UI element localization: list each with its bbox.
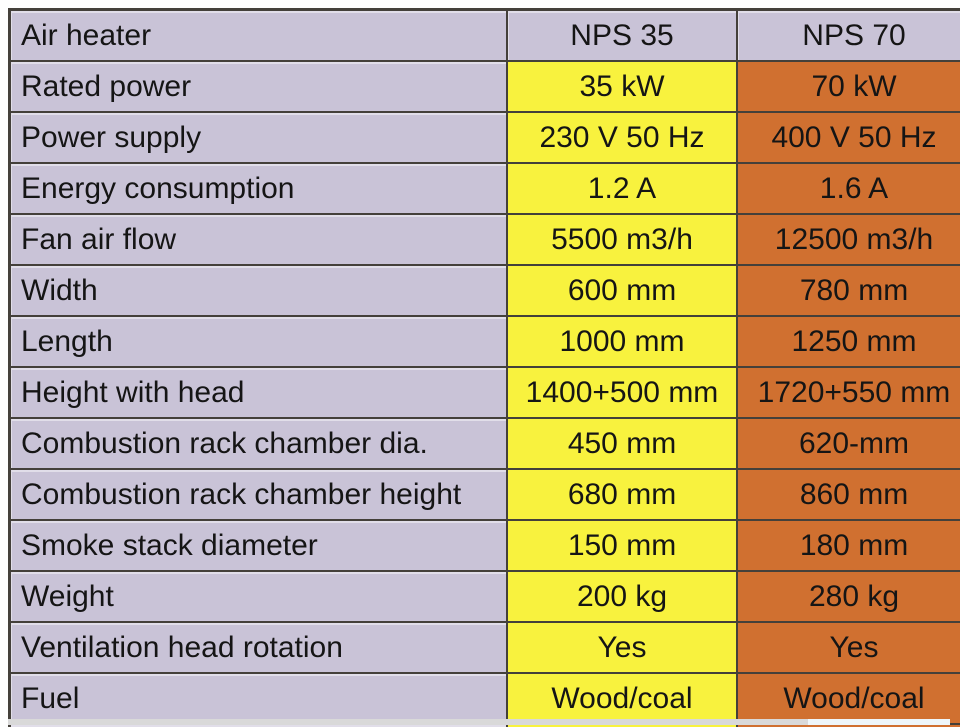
table-row: Power supply 230 V 50 Hz 400 V 50 Hz	[8, 111, 960, 164]
table-row: Ventilation head rotation Yes Yes	[8, 621, 960, 674]
nps70-value-cell: 620-mm	[736, 417, 960, 470]
spec-name-cell: Energy consumption	[8, 162, 508, 215]
nps70-value-cell: Wood/coal	[736, 672, 960, 725]
nps70-value-cell: 280 kg	[736, 570, 960, 623]
table-row: Length 1000 mm 1250 mm	[8, 315, 960, 368]
nps70-value-cell: 1.6 A	[736, 162, 960, 215]
nps70-value-cell: 70 kW	[736, 60, 960, 113]
table-row: Width 600 mm 780 mm	[8, 264, 960, 317]
spec-name-cell: Width	[8, 264, 508, 317]
nps70-value-cell: Yes	[736, 621, 960, 674]
table-row: Height with head 1400+500 mm 1720+550 mm	[8, 366, 960, 419]
spec-name-cell: Combustion rack chamber height	[8, 468, 508, 521]
spec-name-cell: Fan air flow	[8, 213, 508, 266]
spec-name-cell: Fuel	[8, 672, 508, 725]
nps35-value-cell: 150 mm	[506, 519, 738, 572]
table-row: Weight 200 kg 280 kg	[8, 570, 960, 623]
nps35-value-cell: 680 mm	[506, 468, 738, 521]
nps35-value-cell: 5500 m3/h	[506, 213, 738, 266]
table-bottom-shadow	[8, 719, 808, 725]
spec-name-cell: Combustion rack chamber dia.	[8, 417, 508, 470]
nps70-value-cell: 400 V 50 Hz	[736, 111, 960, 164]
table-row: Combustion rack chamber dia. 450 mm 620-mm	[8, 417, 960, 470]
table-row: Fan air flow 5500 m3/h 12500 m3/h	[8, 213, 960, 266]
nps35-value-cell: 600 mm	[506, 264, 738, 317]
spec-name-cell: Length	[8, 315, 508, 368]
nps70-value-cell: 1720+550 mm	[736, 366, 960, 419]
bottom-right-tint	[808, 719, 950, 725]
nps70-value-cell: 860 mm	[736, 468, 960, 521]
spec-name-cell: Height with head	[8, 366, 508, 419]
nps35-value-cell: 200 kg	[506, 570, 738, 623]
table-row: Smoke stack diameter 150 mm 180 mm	[8, 519, 960, 572]
spec-name-cell: Rated power	[8, 60, 508, 113]
table-row: Energy consumption 1.2 A 1.6 A	[8, 162, 960, 215]
header-nps70: NPS 70	[736, 8, 960, 62]
spec-name-cell: Weight	[8, 570, 508, 623]
nps70-value-cell: 12500 m3/h	[736, 213, 960, 266]
table-row: Combustion rack chamber height 680 mm 860 …	[8, 468, 960, 521]
nps35-value-cell: 450 mm	[506, 417, 738, 470]
table-row: Fuel Wood/coal Wood/coal	[8, 672, 960, 725]
spec-name-cell: Ventilation head rotation	[8, 621, 508, 674]
spec-name-cell: Smoke stack diameter	[8, 519, 508, 572]
nps70-value-cell: 780 mm	[736, 264, 960, 317]
nps35-value-cell: Wood/coal	[506, 672, 738, 725]
table-row: Rated power 35 kW 70 kW	[8, 60, 960, 113]
nps70-value-cell: 1250 mm	[736, 315, 960, 368]
nps70-value-cell: 180 mm	[736, 519, 960, 572]
spec-table-body: Air heater NPS 35 NPS 70 Rated power 35 kW 70…	[8, 8, 960, 727]
nps35-value-cell: 1000 mm	[506, 315, 738, 368]
table-header-row: Air heater NPS 35 NPS 70	[8, 8, 960, 62]
header-nps35: NPS 35	[506, 8, 738, 62]
nps35-value-cell: 35 kW	[506, 60, 738, 113]
nps35-value-cell: 230 V 50 Hz	[506, 111, 738, 164]
spec-name-cell: Power supply	[8, 111, 508, 164]
nps35-value-cell: 1.2 A	[506, 162, 738, 215]
header-air-heater: Air heater	[8, 8, 508, 62]
air-heater-spec-table: Air heater NPS 35 NPS 70 Rated power 35 kW 70…	[8, 8, 960, 727]
nps35-value-cell: 1400+500 mm	[506, 366, 738, 419]
nps35-value-cell: Yes	[506, 621, 738, 674]
